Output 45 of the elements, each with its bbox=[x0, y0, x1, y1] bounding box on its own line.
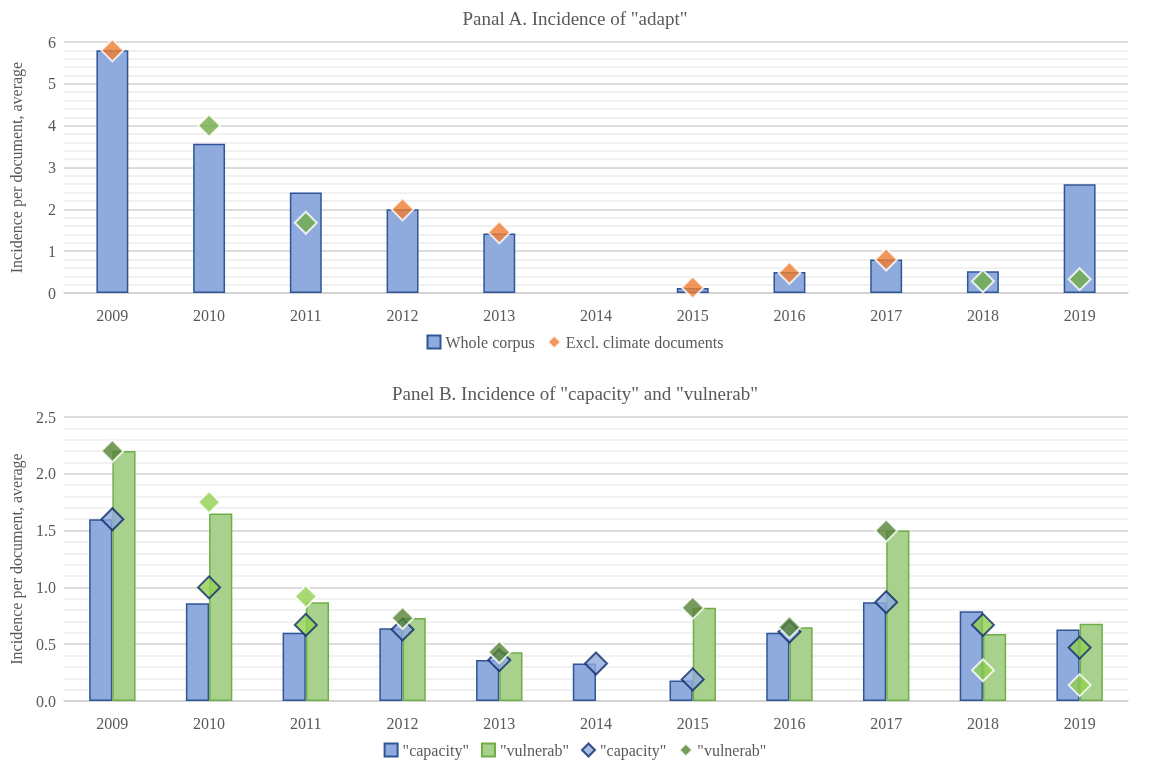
x-tick-label: 2019 bbox=[1063, 306, 1096, 324]
y-tick-label: 2.5 bbox=[36, 408, 56, 426]
x-tick-label: 2019 bbox=[1063, 714, 1096, 732]
y-tick-label: 6 bbox=[48, 33, 56, 51]
legend-label: "vulnerab" bbox=[697, 741, 767, 759]
x-tick-label: 2013 bbox=[483, 306, 516, 324]
x-tick-label: 2012 bbox=[386, 714, 419, 732]
x-tick-label: 2014 bbox=[580, 714, 612, 732]
x-tick-label: 2013 bbox=[483, 714, 516, 732]
y-tick-label: 5 bbox=[48, 75, 56, 93]
legend-label: Whole corpus bbox=[445, 333, 535, 352]
legend-label: "vulnerab" bbox=[499, 741, 570, 759]
y-tick-label: 3 bbox=[48, 159, 56, 176]
x-tick-label: 2011 bbox=[290, 714, 322, 732]
legend-label: "capacity" bbox=[600, 741, 667, 760]
x-tick-label: 2009 bbox=[96, 714, 129, 732]
x-tick-label: 2017 bbox=[870, 306, 903, 324]
x-tick-label: 2011 bbox=[290, 306, 322, 324]
y-tick-label: 1.0 bbox=[36, 578, 56, 596]
legend-label: "capacity" bbox=[402, 741, 469, 760]
y-tick-label: 0.5 bbox=[36, 635, 56, 653]
y-tick-label: 0 bbox=[48, 284, 56, 302]
y-axis-title: Incidence per document, average bbox=[7, 61, 26, 274]
chart-title: Panal A. Incidence of "adapt" bbox=[462, 8, 688, 29]
x-tick-label: 2015 bbox=[676, 714, 709, 732]
y-tick-label: 2.0 bbox=[36, 465, 56, 483]
x-tick-label: 2010 bbox=[193, 306, 226, 324]
x-tick-label: 2012 bbox=[386, 306, 419, 324]
x-tick-label: 2016 bbox=[773, 306, 806, 324]
y-tick-label: 4 bbox=[48, 117, 56, 135]
x-tick-label: 2009 bbox=[96, 306, 129, 324]
y-tick-label: 1 bbox=[48, 242, 56, 260]
x-tick-label: 2017 bbox=[870, 714, 903, 732]
y-tick-label: 0.0 bbox=[36, 692, 56, 710]
x-tick-label: 2018 bbox=[966, 306, 999, 324]
y-tick-label: 2 bbox=[48, 200, 56, 218]
x-tick-label: 2010 bbox=[193, 714, 226, 732]
x-tick-label: 2015 bbox=[676, 306, 709, 324]
legend-label: Excl. climate documents bbox=[565, 333, 724, 351]
chart-title: Panel B. Incidence of "capacity" and "vulnerab" bbox=[391, 383, 759, 404]
x-tick-label: 2018 bbox=[966, 714, 999, 732]
y-tick-label: 1.5 bbox=[36, 522, 56, 540]
y-axis-title: Incidence per document, average bbox=[7, 453, 26, 665]
x-tick-label: 2016 bbox=[773, 714, 806, 732]
x-tick-label: 2014 bbox=[580, 306, 612, 324]
